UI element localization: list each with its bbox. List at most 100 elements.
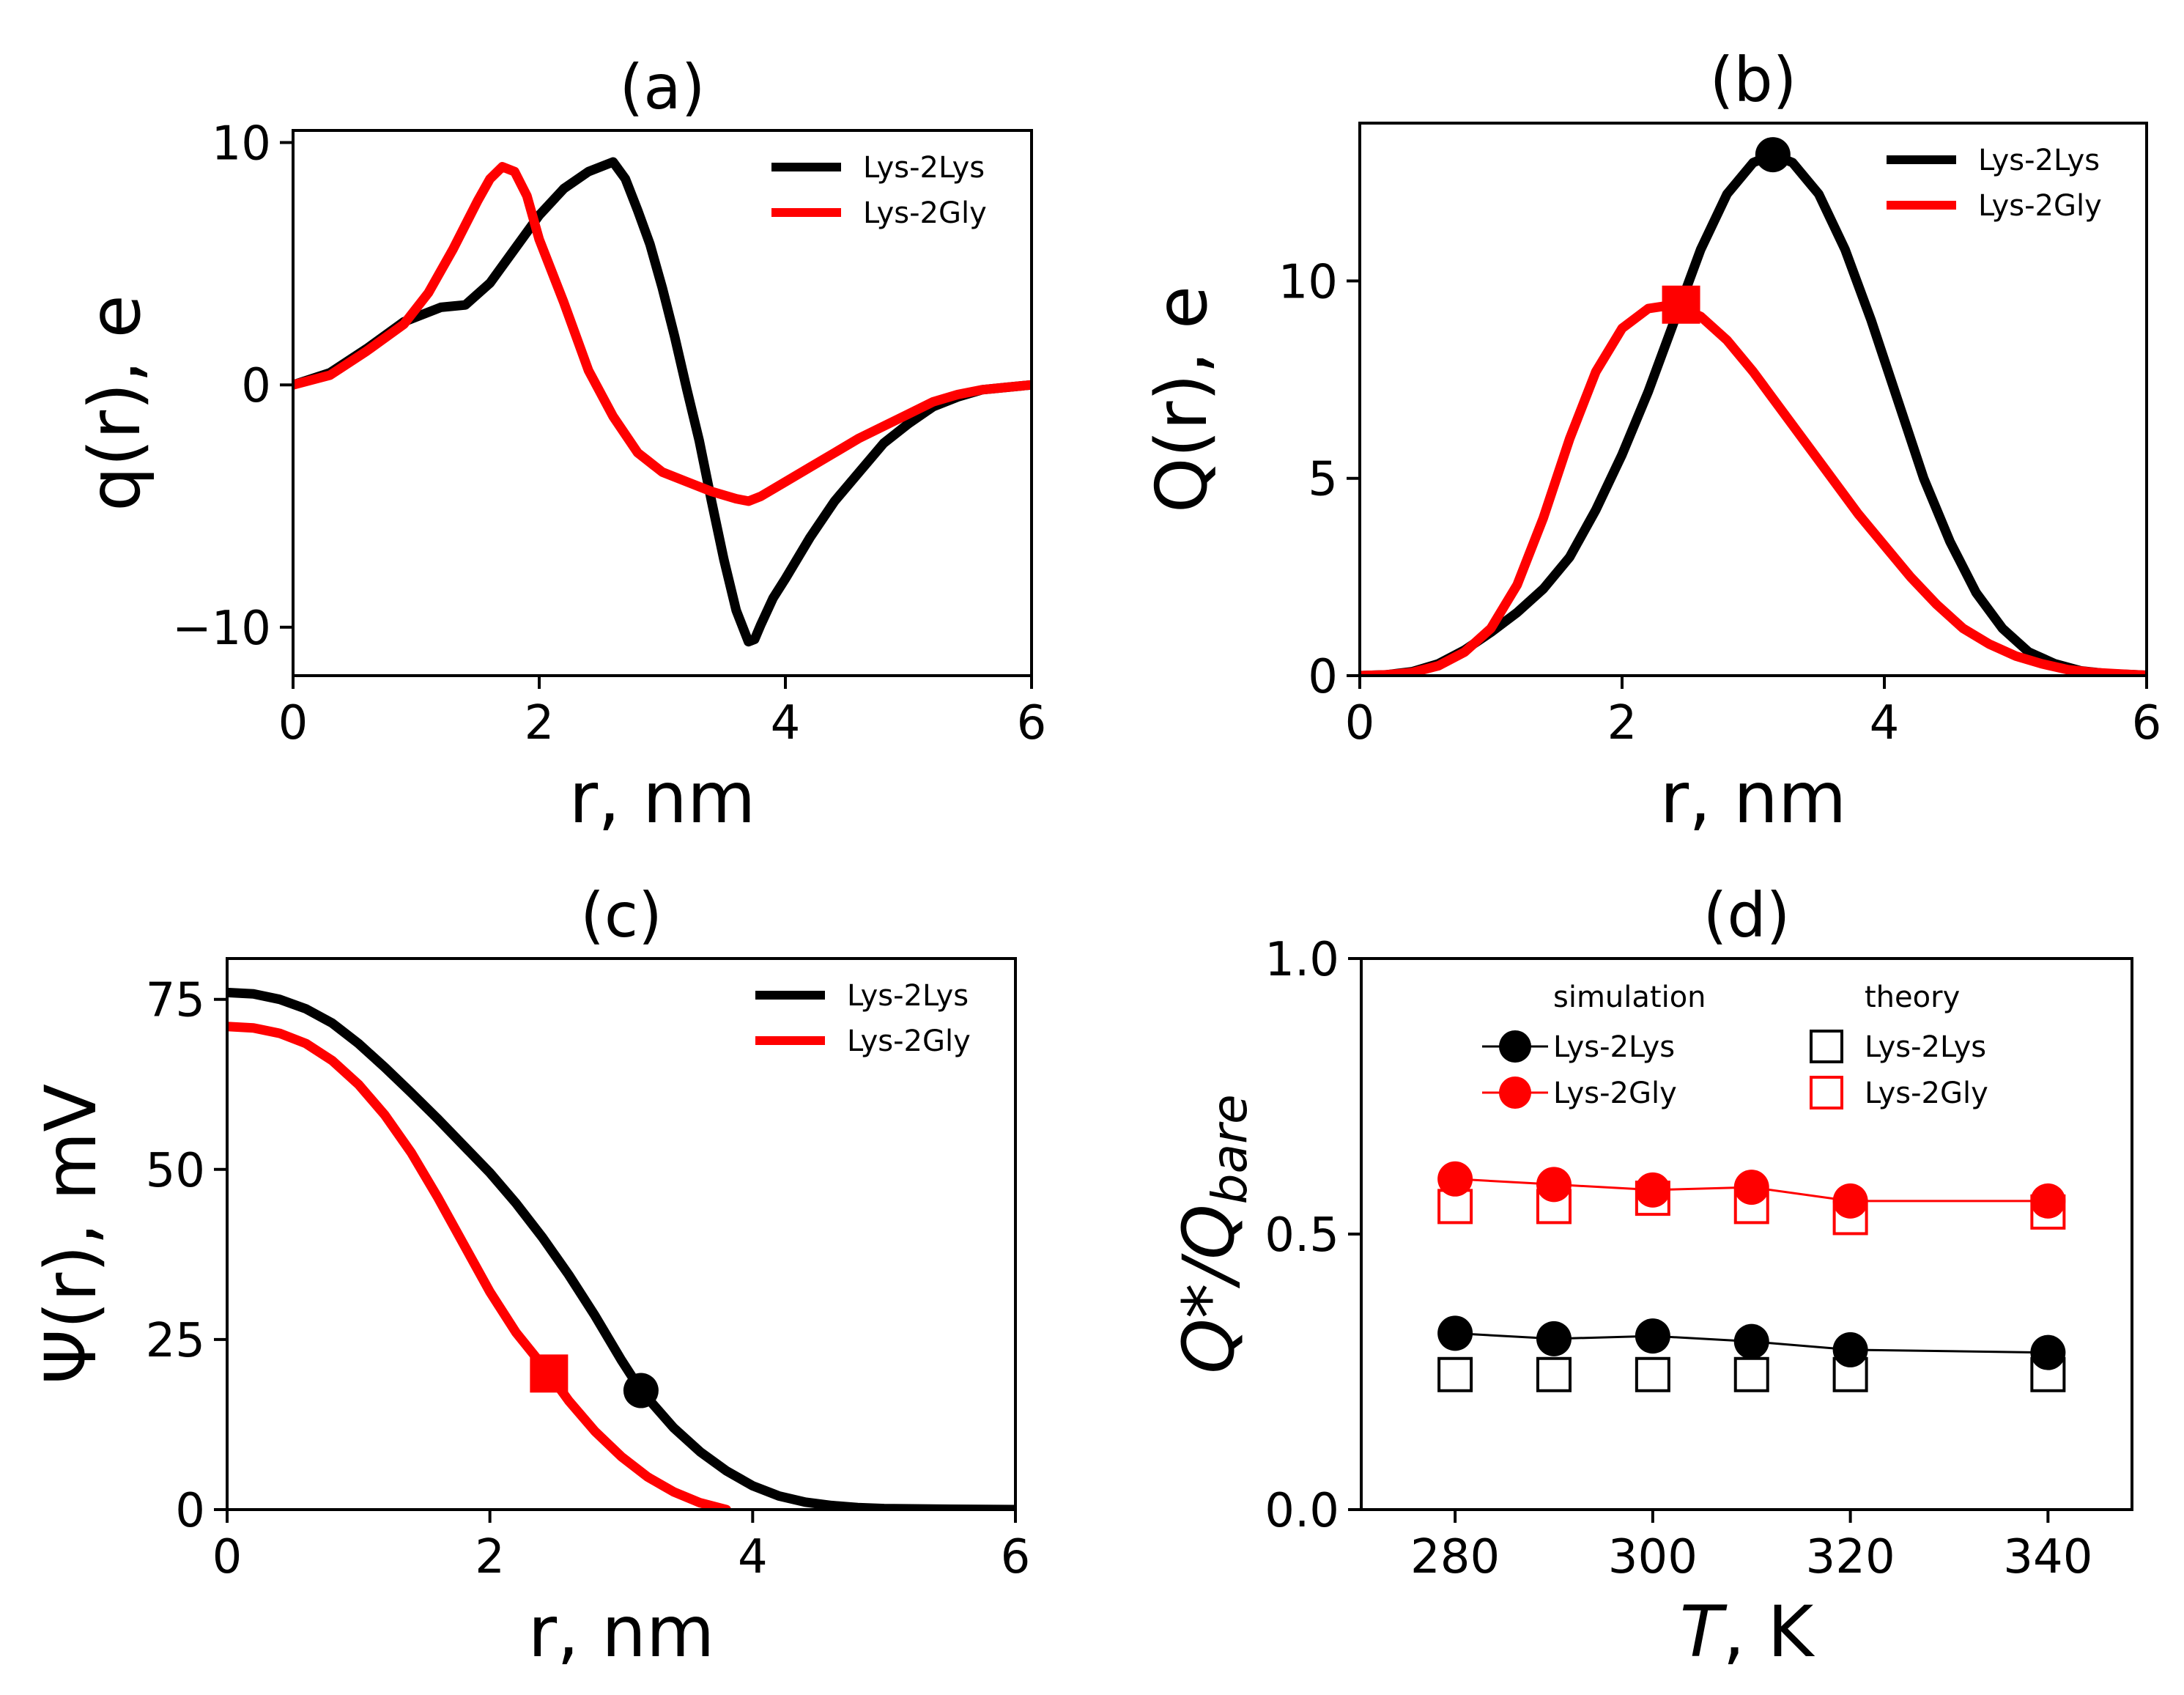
y-tick-label: 10 bbox=[212, 117, 271, 171]
legend: simulation theory Lys-2Lys Lys-2Gly Lys-2Lys… bbox=[1482, 981, 1988, 1110]
legend-label: Lys-2Gly bbox=[1978, 189, 2102, 223]
x-axis-label: T, K bbox=[1680, 1591, 1815, 1673]
y-tick-label: 0.5 bbox=[1265, 1208, 1339, 1263]
x-tick-label: 4 bbox=[771, 696, 801, 750]
series-lys-2lys bbox=[227, 987, 1015, 1510]
y-label-denominator: Q bbox=[1168, 1204, 1250, 1260]
y-tick-label: 5 bbox=[1308, 453, 1338, 507]
y-tick-label: −10 bbox=[172, 602, 271, 656]
series-lys-2gly bbox=[1437, 1181, 2066, 1236]
y-tick-label: 0 bbox=[1308, 650, 1338, 704]
data-point bbox=[1536, 1356, 1572, 1392]
data-point bbox=[1832, 1200, 1868, 1236]
panel-title: (b) bbox=[1710, 44, 1797, 116]
panel-d: (d) 280 300 320 340 0.0 0.5 1.0 T, K Q*/Qbare simu… bbox=[1168, 879, 2133, 1673]
x-tick-label: 2 bbox=[1607, 696, 1637, 750]
legend-label: Lys-2Lys bbox=[1865, 1030, 1986, 1064]
legend-label: Lys-2Gly bbox=[847, 1024, 971, 1058]
legend-marker bbox=[1499, 1030, 1531, 1063]
legend-label: Lys-2Gly bbox=[1865, 1077, 1988, 1110]
series-line bbox=[1360, 300, 2147, 676]
panel-title: (a) bbox=[619, 51, 705, 123]
series-line bbox=[1360, 149, 2147, 676]
series-lys-2lys bbox=[1437, 1315, 2066, 1370]
data-point bbox=[2030, 1356, 2066, 1392]
data-point bbox=[1536, 1321, 1572, 1356]
x-tick-label: 4 bbox=[738, 1530, 768, 1584]
series-lys-2lys bbox=[1437, 1356, 2066, 1392]
legend-label: Lys-2Gly bbox=[863, 196, 987, 230]
plot-area bbox=[227, 987, 1015, 1510]
x-axis-label: r, nm bbox=[569, 757, 756, 839]
series-line bbox=[227, 987, 1015, 1510]
x-tick-label: 0 bbox=[1345, 696, 1375, 750]
data-point bbox=[1733, 1323, 1769, 1359]
data-point bbox=[1733, 1189, 1769, 1225]
panel-title: (d) bbox=[1703, 879, 1791, 951]
x-label-symbol: T bbox=[1680, 1591, 1728, 1673]
data-point bbox=[1437, 1189, 1473, 1225]
series-line bbox=[293, 162, 1032, 506]
x-tick-label: 320 bbox=[1806, 1530, 1895, 1584]
data-point bbox=[1832, 1356, 1868, 1392]
series-lys-2lys bbox=[293, 157, 1032, 647]
x-tick-label: 4 bbox=[1870, 696, 1900, 750]
x-tick-label: 2 bbox=[525, 696, 555, 750]
panel-b: (b) 0 2 4 6 0 5 10 r, nm Q(r), e Lys-2Lys Lys-2Gly bbox=[1141, 44, 2161, 839]
data-point bbox=[1832, 1332, 1868, 1367]
x-tick-label: 6 bbox=[1001, 1530, 1031, 1584]
x-tick-label: 280 bbox=[1410, 1530, 1500, 1584]
y-tick-label: 0 bbox=[175, 1484, 205, 1538]
data-point bbox=[2030, 1334, 2066, 1370]
y-tick-label: 10 bbox=[1278, 255, 1338, 309]
max-marker bbox=[1662, 285, 1700, 324]
x-axis-label: r, nm bbox=[528, 1591, 715, 1673]
x-tick-label: 6 bbox=[1017, 696, 1047, 750]
series-lys-2gly bbox=[293, 162, 1032, 506]
x-tick-label: 2 bbox=[475, 1530, 505, 1584]
axes-frame bbox=[1360, 957, 2133, 1511]
panel-title: (c) bbox=[580, 879, 662, 951]
data-point bbox=[2030, 1194, 2066, 1230]
plot-area bbox=[1437, 1161, 2066, 1392]
axes-frame bbox=[292, 129, 1033, 677]
legend: Lys-2Lys Lys-2Gly bbox=[755, 979, 971, 1058]
legend-marker bbox=[1810, 1030, 1843, 1063]
y-axis-label: q(r), e bbox=[74, 295, 156, 511]
data-point bbox=[1733, 1170, 1769, 1205]
legend-label: Lys-2Lys bbox=[863, 151, 985, 185]
axes-frame bbox=[1358, 122, 2148, 677]
data-point bbox=[1635, 1318, 1670, 1354]
data-point bbox=[1536, 1167, 1572, 1203]
y-label-subscript: bare bbox=[1202, 1094, 1258, 1204]
x-tick-label: 0 bbox=[212, 1530, 243, 1584]
data-point bbox=[1437, 1356, 1473, 1392]
data-point bbox=[1437, 1161, 1473, 1197]
x-tick-label: 6 bbox=[2132, 696, 2162, 750]
x-tick-label: 0 bbox=[278, 696, 308, 750]
point-marker bbox=[530, 1354, 569, 1393]
legend-group-title: theory bbox=[1865, 981, 1960, 1014]
legend-label: Lys-2Lys bbox=[1978, 144, 2100, 177]
plot-area bbox=[293, 157, 1032, 647]
axes-frame bbox=[226, 957, 1017, 1511]
legend-label: Lys-2Gly bbox=[1553, 1077, 1677, 1110]
y-label-numerator: Q*/ bbox=[1168, 1253, 1250, 1374]
x-tick-label: 340 bbox=[2003, 1530, 2092, 1584]
data-point bbox=[1635, 1356, 1670, 1392]
y-tick-label: 0.0 bbox=[1265, 1484, 1339, 1538]
y-axis-label: Q*/Qbare bbox=[1168, 1094, 1258, 1374]
data-point bbox=[1635, 1181, 1670, 1216]
legend-marker bbox=[1810, 1076, 1843, 1109]
legend-group-title: simulation bbox=[1553, 981, 1706, 1014]
series-line bbox=[227, 1022, 731, 1510]
y-tick-label: 1.0 bbox=[1265, 933, 1339, 987]
data-point bbox=[1635, 1172, 1670, 1208]
legend-label: Lys-2Lys bbox=[1553, 1030, 1675, 1064]
series-lys-2gly bbox=[1360, 285, 2147, 676]
data-point bbox=[1536, 1189, 1572, 1225]
y-tick-label: 75 bbox=[146, 974, 205, 1028]
max-marker bbox=[1755, 137, 1791, 173]
